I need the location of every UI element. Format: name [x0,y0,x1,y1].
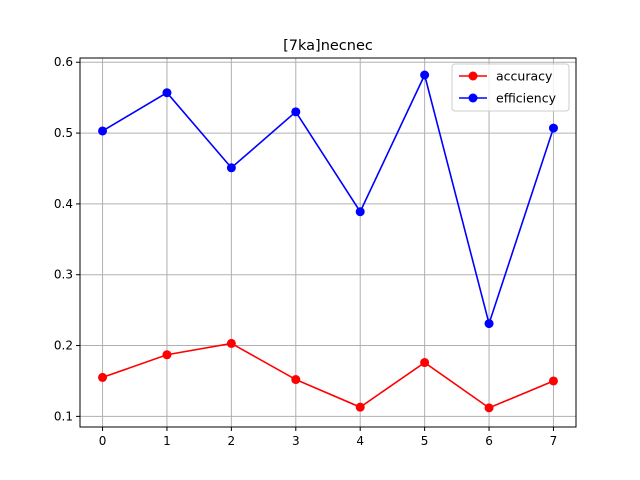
chart-title: [7ka]necnec [283,38,373,54]
accuracy-point [420,358,430,368]
efficiency-point [420,70,430,80]
y-tick-label: 0.2 [54,339,73,353]
x-tick-label: 4 [356,434,364,448]
accuracy-point [162,350,172,360]
accuracy-point [548,376,558,386]
axis-ticks: 0 1 2 3 4 5 6 7 0.1 0.2 0.3 0.4 0.5 0.6 [54,55,557,448]
x-tick-label: 5 [421,434,429,448]
efficiency-line [102,72,555,327]
series-layer [98,70,558,413]
efficiency-point [98,126,108,136]
accuracy-point [291,375,301,385]
y-tick-label: 0.4 [54,197,73,211]
x-tick-label: 3 [292,434,300,448]
accuracy-line [102,342,554,409]
legend-label-accuracy: accuracy [496,69,553,84]
legend-label-efficiency: efficiency [496,91,557,106]
y-tick-label: 0.5 [54,126,73,140]
y-tick-label: 0.6 [54,55,73,69]
efficiency-point [226,163,236,173]
accuracy-point [484,403,494,413]
accuracy-point [226,338,236,348]
legend-marker-efficiency [468,93,478,103]
legend-marker-accuracy [468,71,478,81]
efficiency-point [355,207,365,217]
x-tick-label: 7 [550,434,558,448]
grid-lines [80,58,576,427]
x-tick-label: 0 [99,434,107,448]
x-tick-label: 2 [228,434,236,448]
x-tick-label: 6 [485,434,493,448]
y-tick-label: 0.1 [54,409,73,423]
efficiency-point [291,107,301,117]
efficiency-point [548,123,558,133]
accuracy-point [98,372,108,382]
y-tick-label: 0.3 [54,268,73,282]
efficiency-point [484,319,494,329]
efficiency-point [162,88,172,98]
accuracy-point [355,402,365,412]
x-tick-label: 1 [163,434,171,448]
axes-frame [79,57,577,428]
legend: accuracy efficiency [451,63,570,112]
